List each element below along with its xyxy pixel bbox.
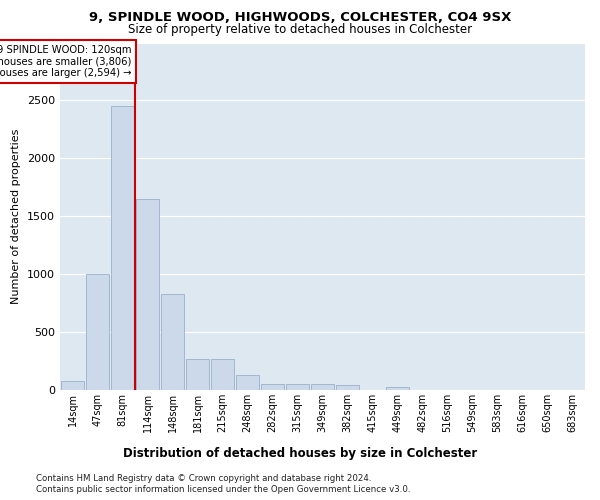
Bar — [110, 106, 134, 390]
Text: Contains public sector information licensed under the Open Government Licence v3: Contains public sector information licen… — [36, 485, 410, 494]
Bar — [86, 274, 109, 390]
Text: 9 SPINDLE WOOD: 120sqm
← 59% of detached houses are smaller (3,806)
40% of semi-: 9 SPINDLE WOOD: 120sqm ← 59% of detached… — [0, 45, 131, 78]
Bar — [286, 384, 310, 390]
Text: Contains HM Land Registry data © Crown copyright and database right 2024.: Contains HM Land Registry data © Crown c… — [36, 474, 371, 483]
Text: Size of property relative to detached houses in Colchester: Size of property relative to detached ho… — [128, 22, 472, 36]
Bar — [335, 385, 359, 390]
Y-axis label: Number of detached properties: Number of detached properties — [11, 128, 22, 304]
Bar — [136, 199, 160, 390]
Bar — [61, 382, 85, 390]
Bar — [185, 358, 209, 390]
Bar — [311, 384, 334, 390]
Bar — [386, 386, 409, 390]
Text: 9, SPINDLE WOOD, HIGHWOODS, COLCHESTER, CO4 9SX: 9, SPINDLE WOOD, HIGHWOODS, COLCHESTER, … — [89, 11, 511, 24]
Bar — [260, 384, 284, 390]
Bar — [211, 358, 235, 390]
Text: Distribution of detached houses by size in Colchester: Distribution of detached houses by size … — [123, 448, 477, 460]
Bar — [236, 375, 259, 390]
Bar — [161, 294, 184, 390]
